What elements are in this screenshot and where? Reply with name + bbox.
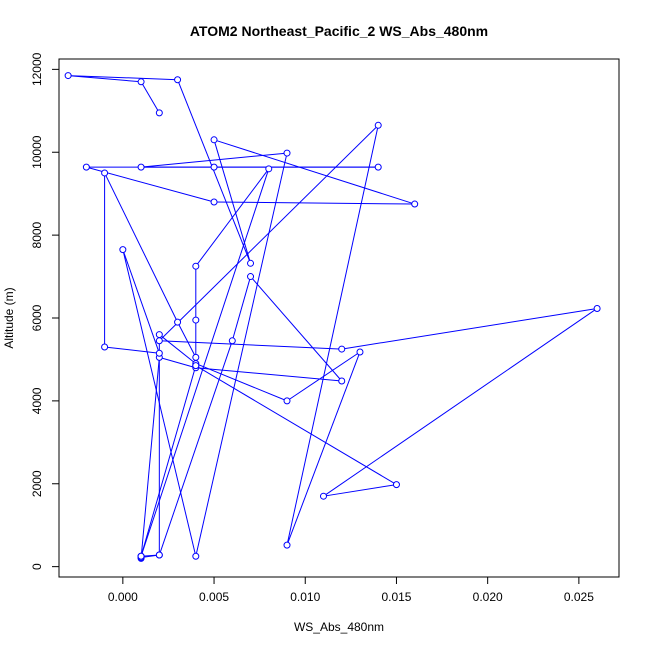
y-tick-label: 12000 — [30, 52, 44, 86]
data-point — [137, 78, 145, 86]
x-axis: 0.000 0.005 0.010 0.015 0.020 0.025 — [108, 576, 594, 604]
series-segment — [68, 75, 142, 83]
data-point — [64, 72, 72, 80]
data-point — [192, 362, 200, 370]
data-point — [192, 353, 200, 361]
data-point — [137, 163, 145, 171]
data-point — [192, 262, 200, 270]
data-point — [155, 331, 163, 339]
y-tick-label: 6000 — [30, 304, 44, 331]
series-segment — [140, 365, 197, 557]
data-point — [247, 259, 255, 267]
data-point — [101, 169, 109, 177]
data-point — [338, 345, 346, 353]
series-segment — [286, 351, 361, 546]
series-segment — [213, 139, 252, 264]
x-axis-label: WS_Abs_480nm — [294, 620, 384, 634]
data-point — [374, 121, 382, 129]
data-point — [283, 541, 291, 549]
data-point — [210, 136, 218, 144]
data-point — [82, 163, 90, 171]
series-segment — [104, 346, 160, 354]
x-tick-label: 0.025 — [564, 590, 594, 604]
series-segment — [158, 340, 233, 556]
data-point — [155, 109, 163, 117]
series-segment — [159, 356, 196, 369]
data-point — [283, 397, 291, 405]
y-tick-label: 8000 — [30, 221, 44, 248]
series-segment — [195, 365, 397, 486]
series-segment — [323, 308, 598, 497]
series-segment — [159, 334, 197, 364]
data-point — [356, 348, 364, 356]
series-segment — [140, 168, 270, 557]
series-segment — [213, 139, 415, 205]
series-segment — [195, 367, 342, 382]
data-point — [319, 492, 327, 500]
series-segment — [286, 125, 379, 546]
data-point — [174, 76, 182, 84]
x-tick-label: 0.015 — [381, 590, 411, 604]
data-point — [137, 552, 145, 560]
data-point — [119, 246, 127, 254]
data-point — [283, 149, 291, 157]
data-point — [174, 318, 182, 326]
data-point — [210, 163, 218, 171]
x-tick-label: 0.000 — [108, 590, 138, 604]
series-segment — [177, 321, 197, 358]
series-segment — [177, 79, 251, 264]
y-tick-label: 0 — [30, 563, 44, 570]
series-segment — [195, 152, 288, 557]
series-segment — [122, 249, 197, 557]
series-segment — [122, 249, 160, 354]
series-segment — [231, 276, 252, 341]
series-segment — [140, 81, 160, 114]
data-point — [374, 163, 382, 171]
data-point — [210, 198, 218, 206]
y-tick-label: 10000 — [30, 135, 44, 169]
data-point — [411, 200, 419, 208]
data-point — [101, 343, 109, 351]
series-segment — [341, 307, 598, 350]
series-segment — [195, 363, 288, 402]
series-segment — [159, 340, 342, 350]
data-point — [228, 337, 236, 345]
data-point — [593, 304, 601, 312]
series-segment — [250, 276, 343, 382]
y-tick-label: 2000 — [30, 470, 44, 497]
y-axis: 0 2000 4000 6000 8000 10000 12000 — [30, 52, 60, 570]
x-tick-label: 0.010 — [290, 590, 320, 604]
series-points — [64, 72, 601, 562]
y-axis-label: Altitude (m) — [2, 287, 16, 348]
series-lines — [68, 75, 598, 559]
y-tick-label: 4000 — [30, 387, 44, 414]
data-point — [155, 349, 163, 357]
data-point — [338, 377, 346, 385]
data-point — [265, 165, 273, 173]
data-point — [192, 552, 200, 560]
x-tick-label: 0.020 — [473, 590, 503, 604]
series-segment — [68, 75, 178, 81]
data-point — [392, 481, 400, 489]
data-point — [247, 273, 255, 281]
series-segment — [104, 172, 179, 323]
chart-title: ATOM2 Northeast_Pacific_2 WS_Abs_480nm — [190, 23, 488, 39]
series-segment — [214, 201, 415, 205]
data-point — [192, 316, 200, 324]
series-segment — [323, 484, 397, 497]
data-point — [155, 337, 163, 345]
x-tick-label: 0.005 — [199, 590, 229, 604]
data-point — [155, 551, 163, 559]
